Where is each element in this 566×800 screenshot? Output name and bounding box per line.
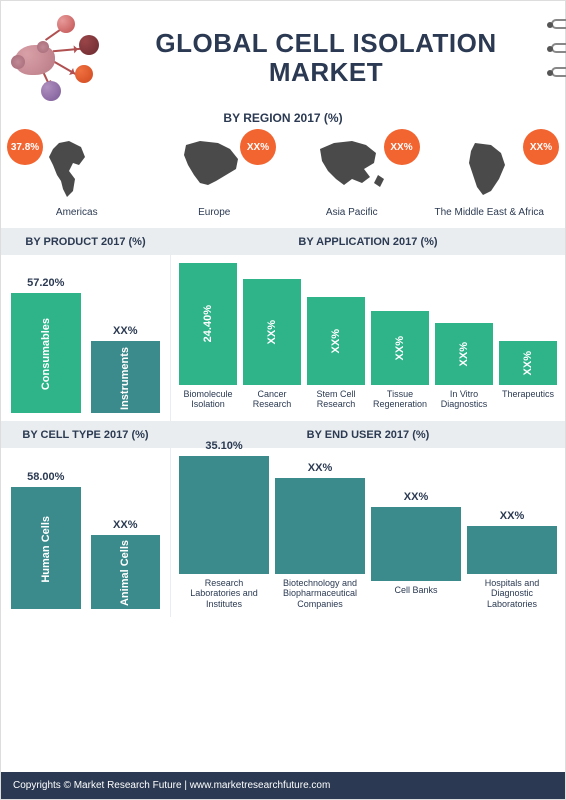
- region-value-badge: XX%: [384, 129, 420, 165]
- bar: XX%: [499, 341, 557, 385]
- bar: XX%: [371, 311, 429, 385]
- bar-label: In Vitro Diagnostics: [435, 389, 493, 413]
- product-chart: 57.20% Consumables XX% Instruments: [1, 255, 170, 421]
- bar: Animal Cells: [91, 535, 161, 609]
- celltype-panel: BY CELL TYPE 2017 (%) 58.00% Human Cells…: [1, 422, 171, 617]
- bar-value: XX%: [330, 329, 342, 353]
- enduser-chart: 35.10% Research Laboratories and Institu…: [171, 448, 565, 617]
- bar-group: XX% Biotechnology and Biopharmaceutical …: [275, 478, 365, 609]
- bar: Human Cells: [11, 487, 81, 609]
- title-block: GLOBAL CELL ISOLATION MARKET: [103, 29, 541, 86]
- bar: XX%: [275, 478, 365, 574]
- bar-label: Biotechnology and Biopharmaceutical Comp…: [275, 578, 365, 609]
- title-line-2: MARKET: [111, 58, 541, 87]
- bar-group: XX% Therapeutics: [499, 341, 557, 413]
- region-card: XX% The Middle East & Africa: [424, 135, 556, 218]
- bar-value: XX%: [522, 351, 534, 375]
- cell-illustration: [13, 13, 103, 103]
- enduser-panel: BY END USER 2017 (%) 35.10% Research Lab…: [171, 422, 565, 617]
- bar-label: Tissue Regeneration: [371, 389, 429, 413]
- bar: Instruments: [91, 341, 161, 413]
- product-panel: BY PRODUCT 2017 (%) 57.20% Consumables X…: [1, 229, 171, 421]
- application-title: BY APPLICATION 2017 (%): [171, 229, 565, 255]
- bar-value: XX%: [266, 320, 278, 344]
- bar-label: Instruments: [119, 347, 131, 410]
- bar-label: Human Cells: [40, 516, 52, 583]
- region-name: The Middle East & Africa: [435, 207, 545, 218]
- bar: 35.10%: [179, 456, 269, 574]
- bar-value: XX%: [404, 491, 428, 503]
- bar-value: 57.20%: [27, 277, 64, 289]
- bar-value: XX%: [500, 510, 524, 522]
- region-value-badge: XX%: [523, 129, 559, 165]
- bar: 24.40%: [179, 263, 237, 385]
- product-title: BY PRODUCT 2017 (%): [1, 229, 170, 255]
- region-name: Asia Pacific: [326, 207, 378, 218]
- bar: XX%: [307, 297, 365, 385]
- bar-label: Cancer Research: [243, 389, 301, 413]
- celltype-title: BY CELL TYPE 2017 (%): [1, 422, 170, 448]
- bar-group: XX% Stem Cell Research: [307, 297, 365, 413]
- region-value-badge: 37.8%: [7, 129, 43, 165]
- bar-value: 24.40%: [202, 305, 214, 342]
- binder-rings-icon: [551, 19, 566, 77]
- bar-value: 35.10%: [205, 440, 242, 452]
- bar-label: Animal Cells: [119, 540, 131, 606]
- bar-group: XX% Animal Cells: [91, 519, 161, 609]
- bar-group: XX% Tissue Regeneration: [371, 311, 429, 413]
- footer-text: Copyrights © Market Research Future | ww…: [1, 772, 565, 799]
- bar: XX%: [371, 507, 461, 581]
- infographic-page: GLOBAL CELL ISOLATION MARKET BY REGION 2…: [0, 0, 566, 800]
- bar-group: XX% Cell Banks: [371, 507, 461, 609]
- title-line-1: GLOBAL CELL ISOLATION: [111, 29, 541, 58]
- bar-group: 57.20% Consumables: [11, 277, 81, 413]
- bar-value: XX%: [113, 519, 137, 531]
- bar: XX%: [435, 323, 493, 385]
- bar: Consumables: [11, 293, 81, 413]
- bar-label: Hospitals and Diagnostic Laboratories: [467, 578, 557, 609]
- bar-label: Cell Banks: [394, 585, 437, 609]
- region-section-title: BY REGION 2017 (%): [1, 107, 565, 127]
- bar-label: Stem Cell Research: [307, 389, 365, 413]
- bar-value: XX%: [458, 342, 470, 366]
- bar-value: XX%: [394, 336, 406, 360]
- bar-value: XX%: [113, 325, 137, 337]
- region-card: XX% Europe: [149, 135, 281, 218]
- bar-group: 24.40% Biomolecule Isolation: [179, 263, 237, 413]
- region-value-badge: XX%: [240, 129, 276, 165]
- header: GLOBAL CELL ISOLATION MARKET: [1, 1, 565, 107]
- bar-group: 58.00% Human Cells: [11, 471, 81, 609]
- bar-label: Biomolecule Isolation: [179, 389, 237, 413]
- application-panel: BY APPLICATION 2017 (%) 24.40% Biomolecu…: [171, 229, 565, 421]
- bar-label: Therapeutics: [502, 389, 554, 413]
- bar-group: XX% In Vitro Diagnostics: [435, 323, 493, 413]
- bar: XX%: [243, 279, 301, 385]
- celltype-chart: 58.00% Human Cells XX% Animal Cells: [1, 448, 170, 617]
- bar-group: XX% Hospitals and Diagnostic Laboratorie…: [467, 526, 557, 609]
- bar-group: XX% Cancer Research: [243, 279, 301, 413]
- row-celltype-enduser: BY CELL TYPE 2017 (%) 58.00% Human Cells…: [1, 421, 565, 617]
- regions-row: 37.8% Americas XX% Europe XX% Asia Pacif…: [1, 127, 565, 228]
- application-chart: 24.40% Biomolecule Isolation XX% Cancer …: [171, 255, 565, 421]
- bar: XX%: [467, 526, 557, 574]
- region-name: Europe: [198, 207, 230, 218]
- region-card: 37.8% Americas: [11, 135, 143, 218]
- bar-label: Consumables: [40, 318, 52, 390]
- region-card: XX% Asia Pacific: [286, 135, 418, 218]
- continent-icon: [29, 135, 125, 205]
- bar-group: XX% Instruments: [91, 325, 161, 413]
- row-product-application: BY PRODUCT 2017 (%) 57.20% Consumables X…: [1, 228, 565, 421]
- bar-value: XX%: [308, 462, 332, 474]
- bar-label: Research Laboratories and Institutes: [179, 578, 269, 609]
- region-name: Americas: [56, 207, 98, 218]
- bar-group: 35.10% Research Laboratories and Institu…: [179, 456, 269, 609]
- bar-value: 58.00%: [27, 471, 64, 483]
